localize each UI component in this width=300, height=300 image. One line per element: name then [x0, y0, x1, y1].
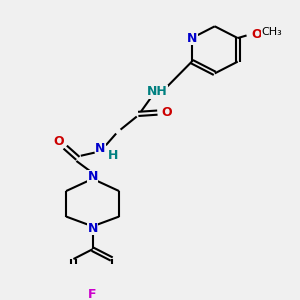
Text: N: N — [95, 142, 106, 155]
Text: CH₃: CH₃ — [261, 26, 282, 37]
Text: NH: NH — [147, 85, 168, 98]
Text: O: O — [252, 28, 262, 41]
Text: N: N — [87, 170, 98, 183]
Text: F: F — [88, 288, 97, 300]
Text: O: O — [53, 135, 64, 148]
Text: O: O — [161, 106, 172, 119]
Text: N: N — [87, 222, 98, 235]
Text: N: N — [187, 32, 197, 45]
Text: H: H — [108, 149, 119, 162]
